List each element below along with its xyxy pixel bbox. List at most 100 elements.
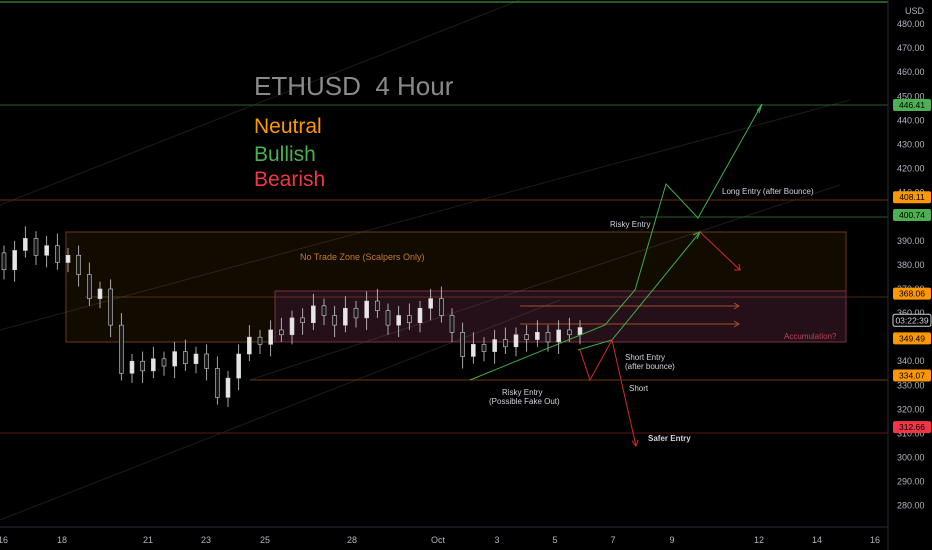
legend-bullish: Bullish: [254, 143, 316, 166]
y-tick-label: 320.00: [897, 404, 925, 414]
candle-body: [193, 353, 199, 364]
candle-body: [268, 329, 273, 345]
candle-body: [396, 315, 401, 326]
candle-body: [577, 327, 583, 336]
candle-body: [567, 329, 572, 336]
candle-body: [311, 305, 316, 324]
candle-body: [428, 298, 433, 309]
candle-body: [129, 360, 135, 374]
price-label-tags: 446.41 408.11 400.74 368.06 03:22:39 349.49 33…: [892, 98, 932, 434]
price-tag-value: 03:22:39: [895, 315, 928, 325]
y-tick-label: 360.00: [897, 308, 925, 318]
price-tag-value: 334.07: [899, 371, 925, 381]
candle-body: [65, 254, 71, 263]
y-tick-label: 470.00: [897, 43, 925, 53]
legend-bearish: Bearish: [254, 168, 325, 191]
accumulation-label: Accumulation?: [784, 332, 837, 341]
x-tick-label: Oct: [431, 535, 446, 545]
candle-body: [183, 351, 188, 364]
currency-label: USD: [905, 6, 925, 16]
candle-body: [343, 307, 348, 326]
x-tick-label: 28: [347, 535, 357, 545]
candle-body: [375, 300, 380, 311]
x-axis[interactable]: 16 18 21 23 25 28 Oct 3 5 7 9 12 14 16: [0, 535, 880, 545]
price-tag: 408.11: [893, 191, 931, 204]
x-tick-label: 7: [610, 535, 615, 545]
candle-body: [279, 329, 284, 336]
risky-entry-bottom-label: Risky Entry: [502, 388, 542, 397]
legend-neutral: Neutral: [254, 115, 322, 138]
price-tag-value: 349.49: [899, 333, 925, 343]
candle-body: [225, 377, 231, 398]
y-tick-label: 380.00: [897, 260, 925, 270]
x-tick-label: 21: [143, 535, 153, 545]
candle-body: [407, 315, 412, 324]
x-tick-label: 25: [260, 535, 270, 545]
candle-body: [300, 317, 305, 324]
fake-out-label: (Possible Fake Out): [489, 397, 560, 406]
candle-body: [385, 310, 391, 326]
candle-body: [33, 238, 39, 256]
candle-body: [439, 298, 444, 316]
risky-entry-top-label: Risky Entry: [610, 220, 650, 229]
x-tick-label: 9: [669, 535, 674, 545]
bearish-scenario-lines: [579, 231, 741, 448]
candle-body: [460, 332, 465, 357]
y-tick-label: 280.00: [897, 501, 925, 511]
price-tag: 400.74: [893, 208, 931, 221]
candle-body: [23, 238, 28, 251]
price-tag: 368.06: [893, 287, 931, 300]
short-entry-sub-label: (after bounce): [625, 362, 675, 371]
x-tick-label: 18: [57, 535, 67, 545]
price-tag: 446.41: [893, 98, 931, 111]
candle-body: [492, 339, 497, 352]
candle-body: [1, 252, 7, 271]
candle-body: [247, 336, 252, 355]
candle-body: [364, 300, 369, 319]
candle-body: [545, 332, 551, 343]
x-tick-label: 16: [870, 535, 880, 545]
candle-body: [417, 307, 423, 324]
candlestick-series: [1, 226, 583, 407]
candle-body: [332, 315, 337, 326]
price-tag-value: 400.74: [899, 210, 925, 220]
short-label: Short: [629, 384, 649, 393]
candle-body: [556, 329, 561, 343]
x-tick-label: 12: [754, 535, 764, 545]
candle-body: [140, 360, 145, 372]
y-axis[interactable]: 280.00 290.00 300.00 310.00 320.00 330.00 340.…: [897, 19, 925, 511]
candle-body: [257, 336, 263, 345]
candle-body: [321, 305, 327, 316]
candle-body: [481, 344, 487, 352]
y-tick-label: 480.00: [897, 19, 925, 29]
x-tick-label: 23: [201, 535, 211, 545]
y-tick-label: 450.00: [897, 91, 925, 101]
y-tick-label: 290.00: [897, 477, 925, 487]
short-entry-label: Short Entry: [625, 353, 665, 362]
candle-body: [503, 339, 508, 348]
candle-body: [12, 250, 17, 271]
x-tick-label: 3: [494, 535, 499, 545]
y-tick-label: 390.00: [897, 236, 925, 246]
price-tag: 03:22:39: [892, 313, 932, 327]
long-entry-label: Long Entry (after Bounce): [722, 187, 814, 196]
y-tick-label: 330.00: [897, 380, 925, 390]
x-tick-label: 14: [812, 535, 822, 545]
candle-body: [87, 274, 92, 299]
candle-body: [108, 288, 113, 326]
y-tick-label: 300.00: [897, 453, 925, 463]
y-tick-label: 310.00: [897, 428, 925, 438]
x-tick-label: 5: [552, 535, 557, 545]
candle-body: [215, 368, 220, 398]
chart-title: ETHUSD 4 Hour: [254, 71, 454, 101]
price-tag-value: 408.11: [899, 192, 925, 202]
y-tick-label: 430.00: [897, 139, 925, 149]
price-tag-value: 368.06: [899, 289, 925, 299]
candle-body: [204, 353, 209, 369]
zone-arrows: [520, 302, 740, 328]
candle-body: [119, 324, 124, 374]
candle-body: [44, 245, 49, 256]
candle-body: [289, 317, 295, 336]
